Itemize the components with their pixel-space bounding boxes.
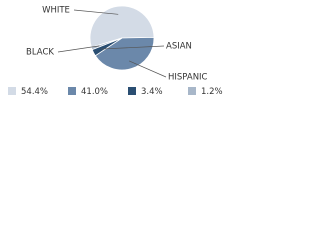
leader-line [129,60,167,78]
leader-line [73,9,119,15]
slice-label: ASIAN [166,42,192,52]
pie-slice [89,5,155,48]
pie-slice [94,36,155,71]
legend-swatch [68,87,76,95]
chart: WHITE HISPANIC ASIAN BLACK 54.4% 41.0% 3.4% 1.2… [8,5,223,97]
legend-swatch [8,87,16,95]
slice-label: BLACK [26,48,54,58]
legend-label: 41.0% [81,87,108,97]
leader-line [100,45,165,50]
legend-swatch [188,87,196,95]
legend-label: 1.2% [201,87,223,97]
slice-label: HISPANIC [168,73,208,83]
legend-label: 54.4% [21,87,48,97]
legend-label: 3.4% [141,87,163,97]
leader-line [57,45,100,53]
legend-swatch [128,87,136,95]
slice-label: WHITE [42,6,70,16]
